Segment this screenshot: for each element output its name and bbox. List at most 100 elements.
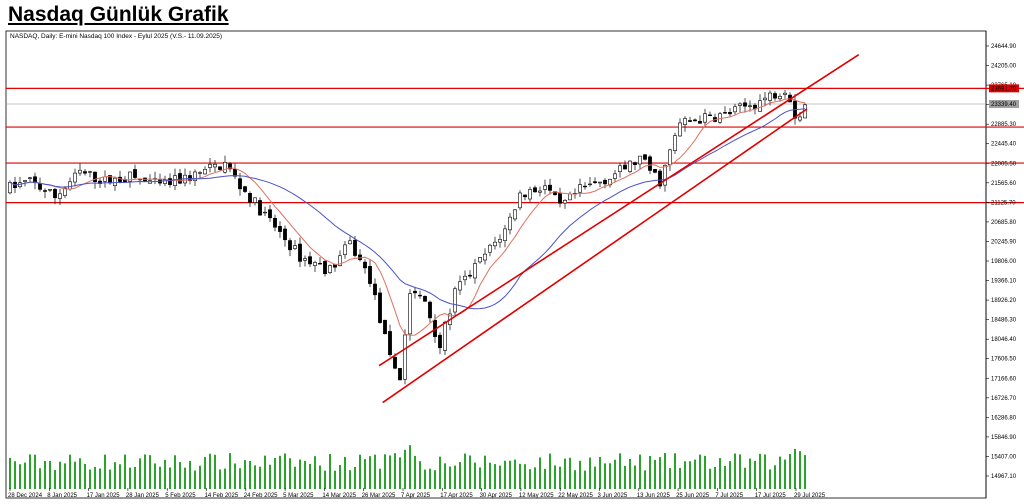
volume-bar bbox=[454, 465, 456, 489]
candle-body bbox=[313, 262, 317, 266]
y-tick-label: 22885.30 bbox=[991, 122, 1017, 128]
candle-body bbox=[473, 263, 477, 279]
price-tag-red-label: 23691.70 bbox=[991, 86, 1017, 92]
candle-body bbox=[113, 177, 117, 186]
volume-bar bbox=[774, 465, 776, 489]
volume-bar bbox=[349, 470, 351, 489]
candle-body bbox=[508, 216, 512, 231]
volume-bar bbox=[499, 465, 501, 489]
y-tick-label: 20245.90 bbox=[991, 239, 1017, 245]
volume-bar bbox=[284, 453, 286, 489]
volume-bar bbox=[389, 455, 391, 489]
candle-body bbox=[23, 180, 27, 182]
candle-body bbox=[588, 183, 592, 186]
candle-body bbox=[408, 293, 412, 335]
volume-bar bbox=[409, 445, 411, 489]
volume-bar bbox=[19, 464, 21, 489]
volume-bar bbox=[729, 461, 731, 489]
x-tick-label: 13 Jun 2025 bbox=[637, 493, 671, 499]
candle-body bbox=[598, 181, 602, 184]
volume-bar bbox=[204, 457, 206, 489]
candle-body bbox=[268, 209, 272, 219]
volume-bar bbox=[539, 457, 541, 489]
candle-body bbox=[613, 173, 617, 179]
volume-bar bbox=[274, 458, 276, 489]
volume-bar bbox=[424, 469, 426, 489]
candle-body bbox=[248, 193, 252, 203]
candle-body bbox=[673, 135, 677, 151]
volume-bar bbox=[139, 458, 141, 489]
volume-bar bbox=[209, 453, 211, 489]
volume-bar bbox=[674, 453, 676, 489]
volume-bar bbox=[484, 455, 486, 489]
x-tick-label: 14 Mar 2025 bbox=[322, 493, 356, 499]
volume-bar bbox=[509, 460, 511, 489]
volume-bar bbox=[79, 458, 81, 489]
y-tick-label: 19366.10 bbox=[991, 279, 1017, 285]
volume-bar bbox=[714, 467, 716, 489]
horizontal-levels bbox=[6, 87, 1024, 204]
candle-body bbox=[328, 265, 332, 273]
candles bbox=[8, 90, 807, 385]
candle-body bbox=[323, 261, 327, 274]
candle-body bbox=[548, 184, 552, 191]
candle-body bbox=[298, 243, 302, 262]
y-tick-label: 18926.20 bbox=[991, 298, 1017, 304]
candle-body bbox=[128, 171, 132, 182]
x-tick-label: 5 Feb 2025 bbox=[165, 493, 196, 499]
volume-bar bbox=[619, 453, 621, 489]
candle-body bbox=[393, 356, 397, 369]
volume-bar bbox=[259, 466, 261, 489]
volume-bar bbox=[159, 466, 161, 489]
candle-body bbox=[238, 178, 242, 190]
candle-body bbox=[678, 122, 682, 137]
candle-body bbox=[338, 255, 342, 266]
volume-bar bbox=[574, 470, 576, 489]
candle-body bbox=[688, 120, 692, 122]
price-tag-red bbox=[989, 84, 1019, 93]
candle-body bbox=[703, 113, 707, 123]
volume-bar bbox=[184, 467, 186, 489]
volume-bar bbox=[84, 463, 86, 489]
volume-bar bbox=[254, 465, 256, 489]
x-tick-label: 5 Mar 2025 bbox=[283, 493, 314, 499]
candle-body bbox=[43, 190, 47, 192]
volume-bar bbox=[264, 455, 266, 489]
volume-bar bbox=[559, 466, 561, 489]
candle-body bbox=[453, 288, 457, 313]
volume-bar bbox=[49, 460, 51, 489]
candle-body bbox=[633, 162, 637, 165]
volume-bar bbox=[304, 460, 306, 489]
candle-body bbox=[198, 172, 202, 174]
volume-bar bbox=[364, 459, 366, 489]
candle-body bbox=[253, 197, 257, 203]
candle-body bbox=[368, 266, 372, 284]
volume-bar bbox=[54, 470, 56, 489]
candle-body bbox=[768, 92, 772, 101]
volume-bar bbox=[699, 454, 701, 489]
candle-body bbox=[603, 179, 607, 185]
volume-bar bbox=[294, 466, 296, 489]
volume-bar bbox=[769, 469, 771, 489]
volume-bar bbox=[134, 466, 136, 489]
y-tick-label: 17166.60 bbox=[991, 376, 1017, 382]
volume-bar bbox=[664, 453, 666, 489]
volume-bar bbox=[244, 460, 246, 489]
volume-bar bbox=[149, 455, 151, 489]
candle-body bbox=[353, 239, 357, 256]
candle-body bbox=[68, 181, 72, 190]
volume-bar bbox=[684, 461, 686, 489]
candle-body bbox=[533, 187, 537, 193]
volume-bar bbox=[319, 465, 321, 489]
volume-bar bbox=[344, 457, 346, 489]
price-tag-gray-label: 23339.40 bbox=[991, 102, 1017, 108]
chart-frame bbox=[5, 30, 987, 499]
volume-bar bbox=[654, 459, 656, 489]
candle-body bbox=[478, 257, 482, 263]
candle-body bbox=[693, 119, 697, 122]
candle-body bbox=[63, 187, 67, 196]
volume-bar bbox=[29, 454, 31, 489]
x-tick-label: 24 Feb 2025 bbox=[244, 493, 278, 499]
volume-bar bbox=[334, 470, 336, 489]
volume-bar bbox=[199, 465, 201, 489]
